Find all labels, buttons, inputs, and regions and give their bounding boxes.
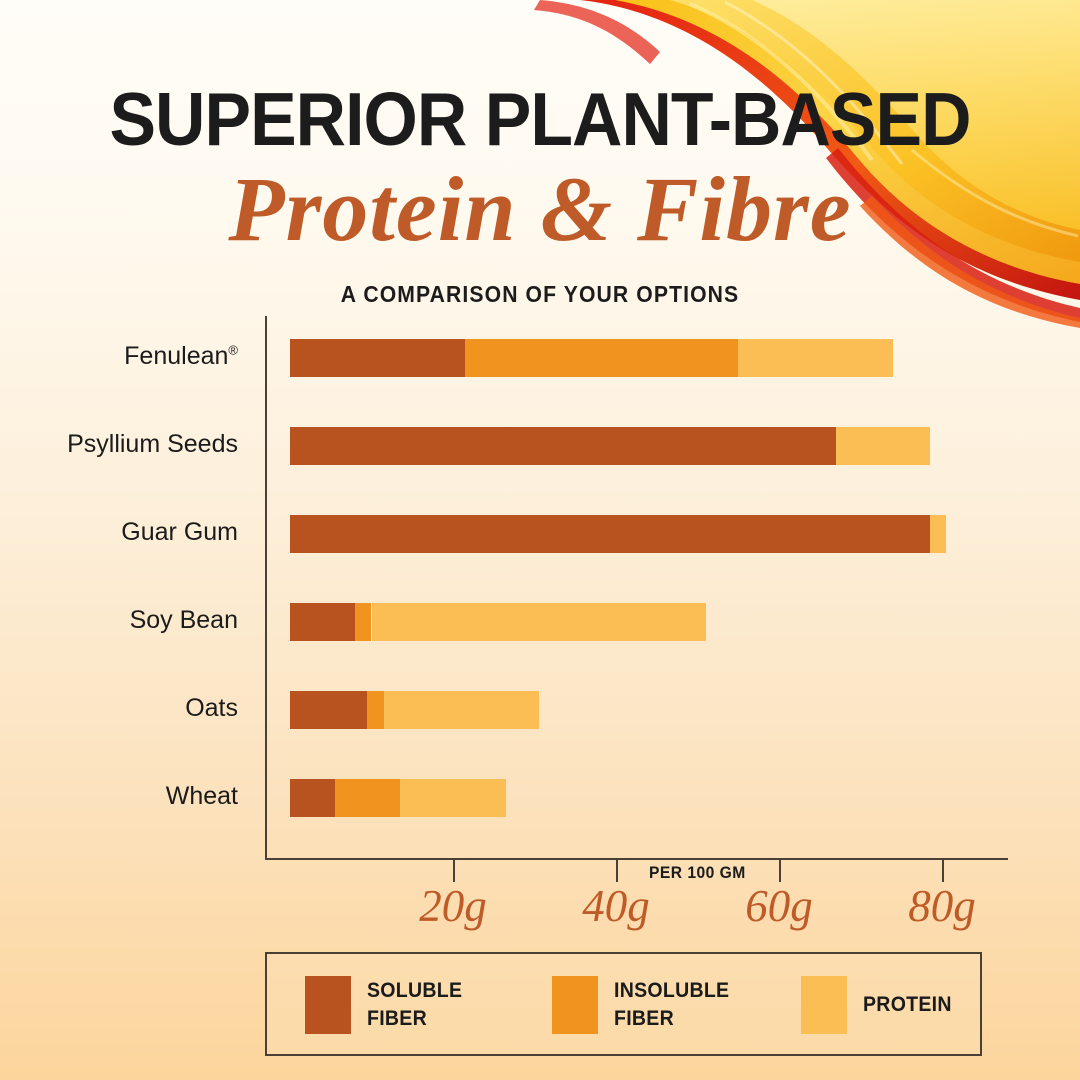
bar-segment-soluble-fiber[interactable] — [290, 339, 466, 377]
page-tagline: A COMPARISON OF YOUR OPTIONS — [340, 281, 740, 307]
legend-swatch-protein — [801, 976, 847, 1034]
category-label: Oats — [185, 694, 238, 722]
x-axis-tick-label: 40g — [582, 881, 650, 931]
bar-segment-protein[interactable] — [929, 515, 947, 553]
legend-label: PROTEIN — [863, 992, 952, 1016]
header: SUPERIOR PLANT-BASED Protein & Fibre A C… — [0, 0, 1080, 308]
page-subtitle-script: Protein & Fibre — [228, 158, 852, 260]
x-axis-tick-label: 80g — [908, 881, 976, 931]
bar-segment-protein[interactable] — [371, 603, 706, 641]
bar-row[interactable] — [290, 603, 706, 641]
legend-item: INSOLUBLE FIBER — [552, 976, 738, 1034]
bar-row[interactable] — [290, 515, 947, 553]
legend-swatch-soluble-fiber — [305, 976, 351, 1034]
chart-legend: SOLUBLE FIBER INSOLUBLE FIBER PROTEIN — [265, 952, 982, 1056]
legend-item: PROTEIN — [801, 976, 958, 1034]
legend-label: INSOLUBLE FIBER — [614, 978, 730, 1030]
bar-segment-soluble-fiber[interactable] — [290, 427, 837, 465]
legend-item: SOLUBLE FIBER — [305, 976, 469, 1034]
bar-segment-protein[interactable] — [738, 339, 894, 377]
x-axis-tick — [942, 860, 944, 882]
bar-segment-soluble-fiber[interactable] — [290, 691, 368, 729]
bar-segment-protein[interactable] — [400, 779, 506, 817]
bar-row[interactable] — [290, 339, 894, 377]
bar-row[interactable] — [290, 691, 539, 729]
category-label: Psyllium Seeds — [67, 430, 238, 458]
x-axis-tick — [616, 860, 618, 882]
bar-row[interactable] — [290, 427, 930, 465]
bar-segment-insoluble-fiber[interactable] — [355, 603, 372, 641]
category-label: Guar Gum — [121, 518, 238, 546]
bar-segment-protein[interactable] — [836, 427, 930, 465]
bar-segment-insoluble-fiber[interactable] — [367, 691, 384, 729]
axis-unit-note: PER 100 GM — [648, 863, 746, 882]
x-axis-tick-label: 20g — [419, 881, 487, 931]
x-axis-tick — [779, 860, 781, 882]
page-title: SUPERIOR PLANT-BASED — [109, 77, 971, 161]
category-label: Wheat — [165, 782, 238, 810]
x-axis-tick — [453, 860, 455, 882]
bar-segment-protein[interactable] — [383, 691, 539, 729]
x-axis-tick-label: 60g — [745, 881, 813, 931]
x-axis-line — [265, 858, 1008, 860]
category-label: Soy Bean — [129, 606, 238, 634]
category-label: Fenulean® — [124, 342, 238, 370]
bar-segment-soluble-fiber[interactable] — [290, 779, 335, 817]
bar-segment-insoluble-fiber[interactable] — [334, 779, 400, 817]
legend-label: SOLUBLE FIBER — [367, 978, 463, 1030]
bar-row[interactable] — [290, 779, 506, 817]
y-axis-line — [265, 316, 267, 858]
legend-swatch-insoluble-fiber — [552, 976, 598, 1034]
bar-segment-insoluble-fiber[interactable] — [465, 339, 739, 377]
bar-segment-soluble-fiber[interactable] — [290, 515, 930, 553]
bar-segment-soluble-fiber[interactable] — [290, 603, 356, 641]
